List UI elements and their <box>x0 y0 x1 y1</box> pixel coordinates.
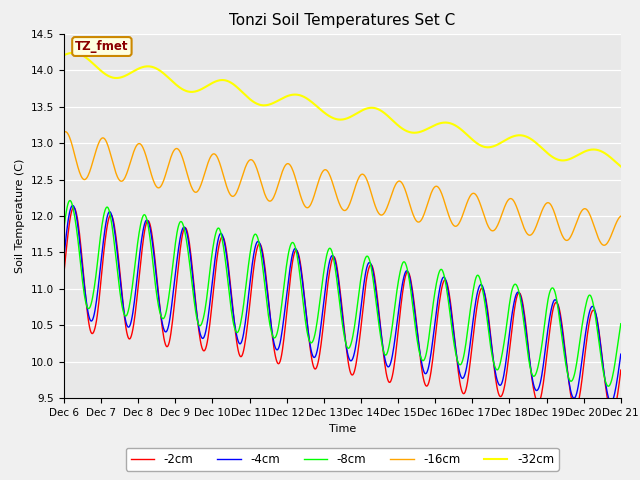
Line: -2cm: -2cm <box>64 207 621 414</box>
-4cm <box>185 240 193 246</box>
-2cm <box>60 269 68 275</box>
-2cm <box>617 367 625 373</box>
-32cm <box>128 69 136 75</box>
-8cm <box>67 198 74 204</box>
-4cm <box>60 253 68 259</box>
-16cm <box>185 176 193 182</box>
-4cm <box>411 310 419 315</box>
-4cm <box>71 206 79 212</box>
-32cm <box>428 124 435 130</box>
-16cm <box>60 129 68 135</box>
-2cm <box>609 411 616 417</box>
-8cm <box>60 225 68 230</box>
-8cm <box>411 320 419 326</box>
-4cm <box>214 237 222 243</box>
-4cm <box>428 350 435 356</box>
-2cm <box>128 330 136 336</box>
-32cm <box>70 50 77 56</box>
Text: TZ_fmet: TZ_fmet <box>75 40 129 53</box>
-2cm <box>185 236 193 241</box>
Line: -16cm: -16cm <box>64 132 621 245</box>
-2cm <box>70 204 78 210</box>
-32cm <box>60 52 68 58</box>
-32cm <box>185 89 193 95</box>
-32cm <box>71 50 79 56</box>
-16cm <box>411 216 419 221</box>
Y-axis label: Soil Temperature (C): Soil Temperature (C) <box>15 159 26 273</box>
-8cm <box>617 321 625 326</box>
-8cm <box>214 225 222 231</box>
-2cm <box>428 369 435 374</box>
Legend: -2cm, -4cm, -8cm, -16cm, -32cm: -2cm, -4cm, -8cm, -16cm, -32cm <box>126 448 559 470</box>
-16cm <box>617 213 625 219</box>
-4cm <box>68 203 76 208</box>
-16cm <box>128 154 136 159</box>
Line: -32cm: -32cm <box>64 53 621 167</box>
-16cm <box>600 242 607 248</box>
-8cm <box>428 317 435 323</box>
-4cm <box>617 351 625 357</box>
-2cm <box>71 205 79 211</box>
X-axis label: Time: Time <box>329 424 356 433</box>
-32cm <box>411 130 419 136</box>
-4cm <box>607 399 614 405</box>
-8cm <box>185 253 193 259</box>
-16cm <box>214 156 222 162</box>
-16cm <box>428 191 435 196</box>
-8cm <box>71 215 79 220</box>
Line: -4cm: -4cm <box>64 205 621 402</box>
-8cm <box>605 384 612 389</box>
-16cm <box>71 153 79 158</box>
-4cm <box>128 314 136 320</box>
Line: -8cm: -8cm <box>64 201 621 386</box>
-32cm <box>617 164 625 169</box>
-2cm <box>411 305 419 311</box>
-16cm <box>61 129 69 134</box>
-2cm <box>214 248 222 253</box>
-32cm <box>214 78 222 84</box>
-8cm <box>128 285 136 291</box>
Title: Tonzi Soil Temperatures Set C: Tonzi Soil Temperatures Set C <box>229 13 456 28</box>
